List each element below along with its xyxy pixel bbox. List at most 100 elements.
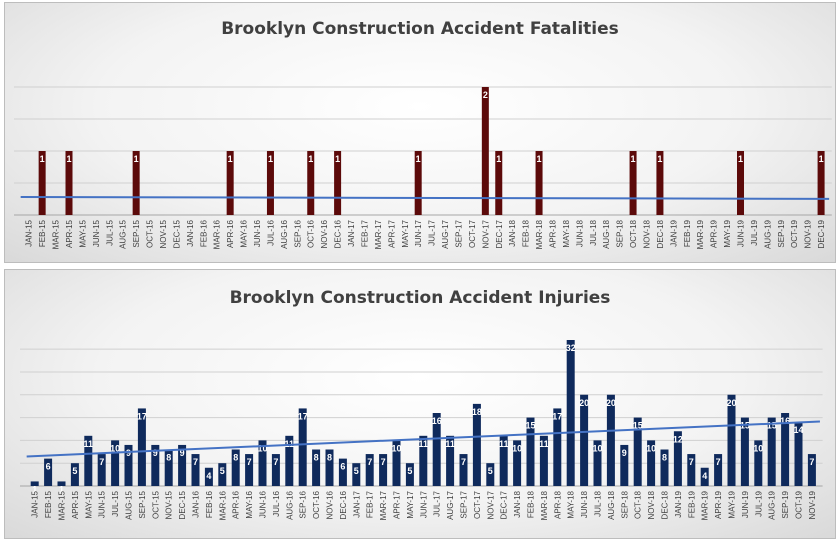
chart-1-data-label: 10: [753, 443, 763, 453]
chart-1-tick-label: DEC-15: [178, 490, 187, 519]
chart-0-tick-label: JUN-16: [253, 219, 262, 247]
chart-0-bar: [38, 151, 46, 215]
chart-1-tick-label: AUG-18: [607, 490, 616, 519]
chart-1-tick-label: AUG-19: [768, 490, 777, 519]
chart-0-tick-label: JUN-18: [575, 219, 584, 247]
chart-1-tick-label: SEP-17: [460, 490, 469, 518]
chart-1-tick-label: MAR-16: [218, 490, 227, 520]
chart-0-data-label: 2: [483, 90, 488, 100]
chart-0-data-label: 1: [537, 154, 542, 164]
chart-0-bar: [817, 151, 825, 215]
chart-0-tick-label: JUL-18: [589, 219, 598, 245]
chart-1-bar: [392, 440, 401, 486]
chart-1-bar: [727, 394, 736, 486]
chart-1-tick-label: JUL-19: [754, 490, 763, 516]
chart-1-bar: [767, 417, 776, 486]
chart-1-bar: [191, 454, 200, 486]
chart-0-tick-label: JUN-17: [414, 219, 423, 247]
chart-0-tick-label: JAN-15: [25, 219, 34, 246]
chart-0-data-label: 1: [657, 154, 662, 164]
chart-1-bar: [566, 340, 575, 486]
chart-1-bar: [539, 435, 548, 486]
chart-0-tick-label: JUL-15: [105, 219, 114, 245]
chart-1-bar: [312, 449, 321, 486]
chart-1-data-label: 11: [445, 439, 455, 449]
chart-0-tick-label: AUG-19: [763, 219, 772, 248]
chart-1-tick-label: MAY-19: [728, 490, 737, 518]
chart-0-data-label: 1: [496, 154, 501, 164]
chart-1-tick-label: FEB-19: [687, 490, 696, 518]
chart-0-tick-label: OCT-16: [307, 219, 316, 248]
chart-1-bar: [57, 481, 66, 486]
chart-0-tick-label: FEB-18: [522, 219, 531, 247]
chart-1-tick-label: JUL-16: [272, 490, 281, 516]
chart-0-tick-label: DEC-17: [495, 219, 504, 248]
chart-1-data-label: 10: [646, 443, 656, 453]
chart-1-bar: [231, 449, 240, 486]
chart-1-bar: [606, 394, 615, 486]
chart-1-data-label: 5: [220, 466, 225, 476]
chart-1-tick-label: JAN-17: [352, 490, 361, 517]
chart-1-bar: [472, 403, 481, 486]
chart-0-data-label: 1: [819, 154, 824, 164]
chart-0-bar: [307, 151, 315, 215]
chart-1-bar: [258, 440, 267, 486]
chart-0-tick-label: JUN-19: [737, 219, 746, 247]
chart-0-tick-label: OCT-19: [790, 219, 799, 248]
chart-1-data-label: 15: [633, 421, 643, 431]
chart-1-bar: [714, 454, 723, 486]
chart-0-bar: [737, 151, 745, 215]
chart-1-data-label: 4: [206, 471, 211, 481]
chart-0-data-label: 1: [228, 154, 233, 164]
chart-1-bar: [164, 449, 173, 486]
chart-1-data-label: 10: [257, 443, 267, 453]
chart-1-bar: [781, 413, 790, 486]
chart-1-tick-label: JUN-18: [580, 490, 589, 518]
chart-1-tick-label: OCT-16: [312, 490, 321, 519]
chart-0-tick-label: JUN-15: [92, 219, 101, 247]
chart-0-tick-label: OCT-15: [146, 219, 155, 248]
chart-0-tick-label: JAN-18: [508, 219, 517, 246]
chart-1-tick-label: AUG-15: [125, 490, 134, 519]
chart-1-tick-label: OCT-19: [795, 490, 804, 519]
chart-1-tick-label: SEP-18: [620, 490, 629, 518]
chart-0-bar: [629, 151, 637, 215]
chart-1-tick-label: JUL-15: [111, 490, 120, 516]
chart-1-tick-label: SEP-19: [781, 490, 790, 518]
chart-1-data-label: 6: [46, 462, 51, 472]
chart-1-tick-label: MAR-15: [58, 490, 67, 520]
chart-1-tick-label: FEB-18: [527, 490, 536, 518]
chart-1-bar: [446, 435, 455, 486]
chart-1-data-label: 5: [72, 466, 77, 476]
injuries-chart-title: Brooklyn Construction Accident Injuries: [229, 288, 611, 308]
chart-1-data-label: 12: [673, 434, 683, 444]
chart-0-tick-label: OCT-18: [629, 219, 638, 248]
chart-1-tick-label: NOV-18: [647, 490, 656, 519]
chart-1-data-label: 11: [84, 439, 94, 449]
chart-1-bar: [97, 454, 106, 486]
chart-1-tick-label: FEB-15: [44, 490, 53, 518]
chart-1-tick-label: MAY-15: [84, 490, 93, 518]
chart-0-bar: [266, 151, 274, 215]
chart-1-bar: [807, 454, 816, 486]
chart-1-bar: [111, 440, 120, 486]
chart-1-bar: [593, 440, 602, 486]
chart-0-data-label: 1: [40, 154, 45, 164]
chart-1-data-label: 6: [340, 462, 345, 472]
chart-1-tick-label: DEC-18: [661, 490, 670, 519]
chart-1-bar: [30, 481, 39, 486]
chart-1-bar: [794, 422, 803, 486]
chart-0-tick-label: SEP-15: [132, 219, 141, 247]
chart-1-bar: [499, 435, 508, 486]
chart-0-tick-label: SEP-18: [616, 219, 625, 247]
chart-1-tick-label: NOV-15: [165, 490, 174, 519]
chart-1-tick-label: SEP-15: [138, 490, 147, 518]
chart-0-bar: [226, 151, 234, 215]
chart-1-tick-label: NOV-16: [326, 490, 335, 519]
chart-0-data-label: 1: [416, 154, 421, 164]
chart-1-data-label: 5: [407, 466, 412, 476]
chart-1-tick-label: OCT-15: [151, 490, 160, 519]
chart-0-tick-label: DEC-18: [656, 219, 665, 248]
chart-0-tick-label: FEB-15: [38, 219, 47, 247]
chart-0-tick-label: MAY-16: [240, 219, 249, 247]
